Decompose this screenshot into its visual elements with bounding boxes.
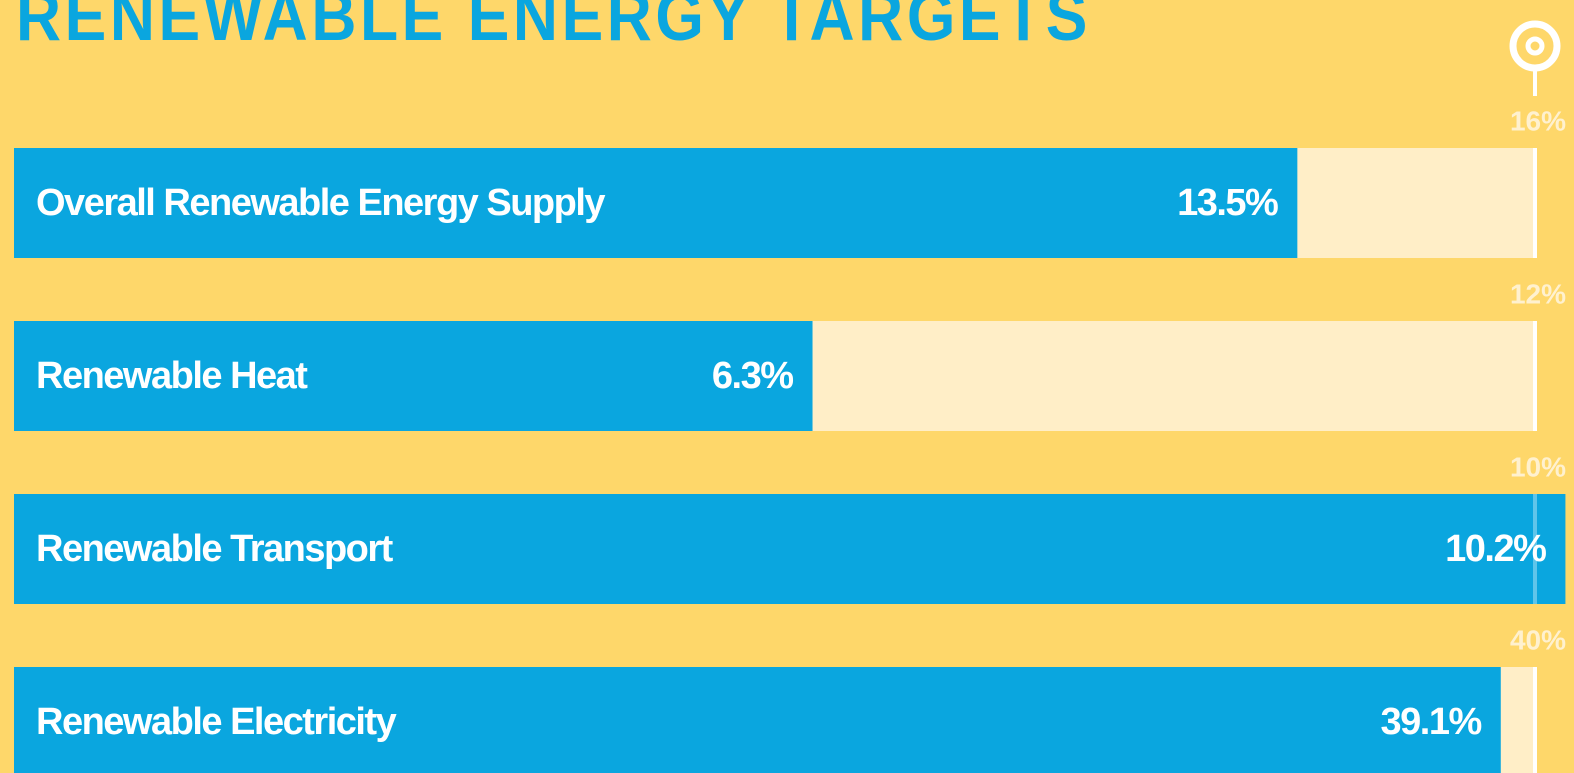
bar <box>14 494 1566 604</box>
category-label: Overall Renewable Energy Supply <box>36 182 605 224</box>
category-label: Renewable Transport <box>36 528 394 570</box>
value-label: 6.3% <box>712 355 793 397</box>
bar <box>14 667 1501 773</box>
target-label: 40% <box>1510 624 1566 655</box>
target-icon <box>1509 20 1561 96</box>
category-label: Renewable Electricity <box>36 701 397 743</box>
bar <box>14 148 1298 258</box>
target-label: 10% <box>1510 451 1566 482</box>
value-label: 39.1% <box>1381 701 1482 743</box>
target-label: 12% <box>1510 278 1566 309</box>
bar <box>14 321 813 431</box>
target-label: 16% <box>1510 105 1566 136</box>
value-label: 13.5% <box>1177 182 1278 224</box>
chart-title: RENEWABLE ENERGY TARGETS <box>16 0 1091 55</box>
category-label: Renewable Heat <box>36 355 308 397</box>
value-label: 10.2% <box>1445 528 1546 570</box>
